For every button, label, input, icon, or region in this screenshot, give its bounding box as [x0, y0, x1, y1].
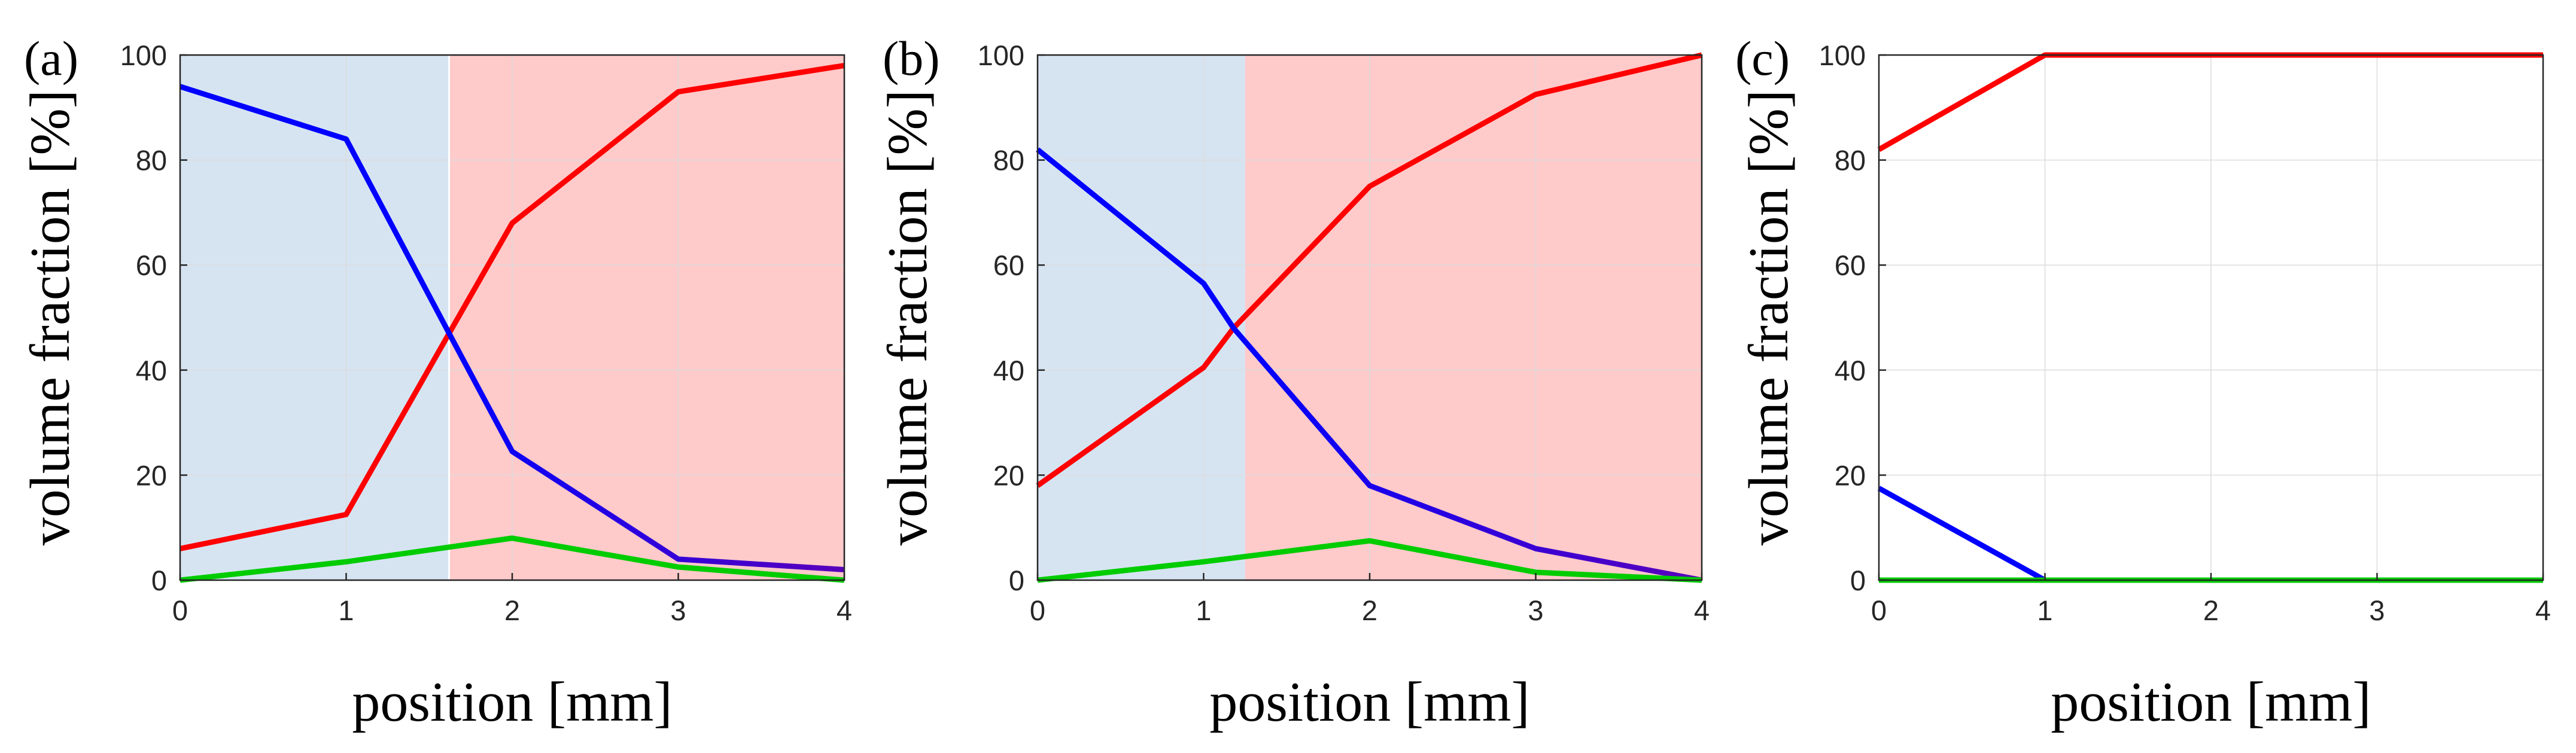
x-tick-label: 4 — [837, 595, 852, 626]
panel-label: (c) — [1735, 31, 1790, 86]
region-blue — [1038, 55, 1245, 580]
y-tick-label: 60 — [136, 249, 167, 281]
series-line-blue — [179, 84, 845, 572]
x-tick-label: 0 — [172, 595, 188, 626]
x-tick-label: 1 — [2037, 595, 2052, 626]
y-tick-label: 80 — [136, 145, 167, 176]
y-tick-label: 20 — [993, 459, 1024, 491]
y-tick-label: 0 — [1009, 565, 1024, 596]
y-tick-label: 20 — [1835, 459, 1866, 491]
y-axis-title: volume fraction [%] — [19, 90, 81, 545]
y-tick-label: 80 — [993, 145, 1024, 176]
x-tick-label: 3 — [670, 595, 686, 626]
region-blue — [180, 55, 449, 580]
x-tick-label: 1 — [338, 595, 354, 626]
x-axis-title: position [mm] — [352, 671, 672, 733]
panel-label: (b) — [883, 31, 940, 86]
series-line-green — [1037, 538, 1702, 583]
y-axis-title: volume fraction [%] — [877, 90, 939, 545]
x-tick-label: 4 — [1694, 595, 1710, 626]
x-axis-title: position [mm] — [1209, 671, 1529, 733]
x-tick-label: 3 — [1528, 595, 1543, 626]
series-line-blue — [1036, 147, 1702, 583]
x-tick-label: 1 — [1196, 595, 1211, 626]
y-tick-label: 100 — [120, 39, 167, 71]
y-tick-label: 60 — [1835, 249, 1866, 281]
x-tick-label: 0 — [1030, 595, 1045, 626]
y-tick-label: 20 — [136, 459, 167, 491]
y-axis-title: volume fraction [%] — [1738, 90, 1800, 545]
y-tick-label: 60 — [993, 249, 1024, 281]
y-tick-label: 100 — [1819, 39, 1866, 71]
series-line-red — [1036, 52, 1703, 488]
x-tick-label: 4 — [2535, 595, 2551, 626]
x-tick-label: 2 — [1362, 595, 1377, 626]
x-tick-label: 3 — [2369, 595, 2385, 626]
region-red — [1245, 55, 1702, 580]
x-axis-title: position [mm] — [2051, 671, 2371, 733]
series-line-red — [180, 63, 845, 551]
y-tick-label: 40 — [993, 355, 1024, 386]
x-tick-label: 0 — [1871, 595, 1887, 626]
y-tick-label: 0 — [151, 565, 167, 596]
y-tick-label: 40 — [1835, 355, 1866, 386]
region-red — [449, 55, 844, 580]
y-tick-label: 0 — [1850, 565, 1866, 596]
x-tick-label: 2 — [504, 595, 520, 626]
y-tick-label: 80 — [1835, 145, 1866, 176]
y-tick-label: 40 — [136, 355, 167, 386]
x-tick-label: 2 — [2203, 595, 2219, 626]
y-tick-label: 100 — [978, 39, 1024, 71]
panel-label: (a) — [24, 31, 78, 86]
series-line-green — [180, 535, 845, 583]
